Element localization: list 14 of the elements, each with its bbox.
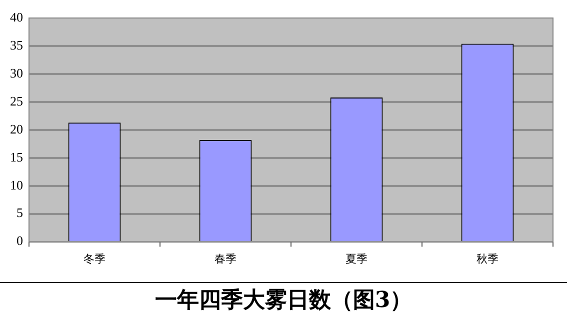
y-tick-label: 25 xyxy=(10,93,23,108)
x-tick-label: 秋季 xyxy=(476,252,498,266)
y-tick-label: 5 xyxy=(16,205,23,220)
x-tick-label: 春季 xyxy=(214,252,236,266)
y-tick-label: 0 xyxy=(16,233,23,248)
x-tick-label: 冬季 xyxy=(84,252,106,266)
y-tick-label: 35 xyxy=(10,37,23,52)
y-tick-label: 15 xyxy=(10,149,23,164)
y-tick-label: 10 xyxy=(10,177,23,192)
y-tick-label: 20 xyxy=(10,121,23,136)
x-tick-label: 夏季 xyxy=(346,252,368,266)
y-tick-label: 40 xyxy=(10,9,23,24)
text: 一年四季大雾日数（图3） xyxy=(154,286,414,315)
y-tick-label: 30 xyxy=(10,65,23,80)
